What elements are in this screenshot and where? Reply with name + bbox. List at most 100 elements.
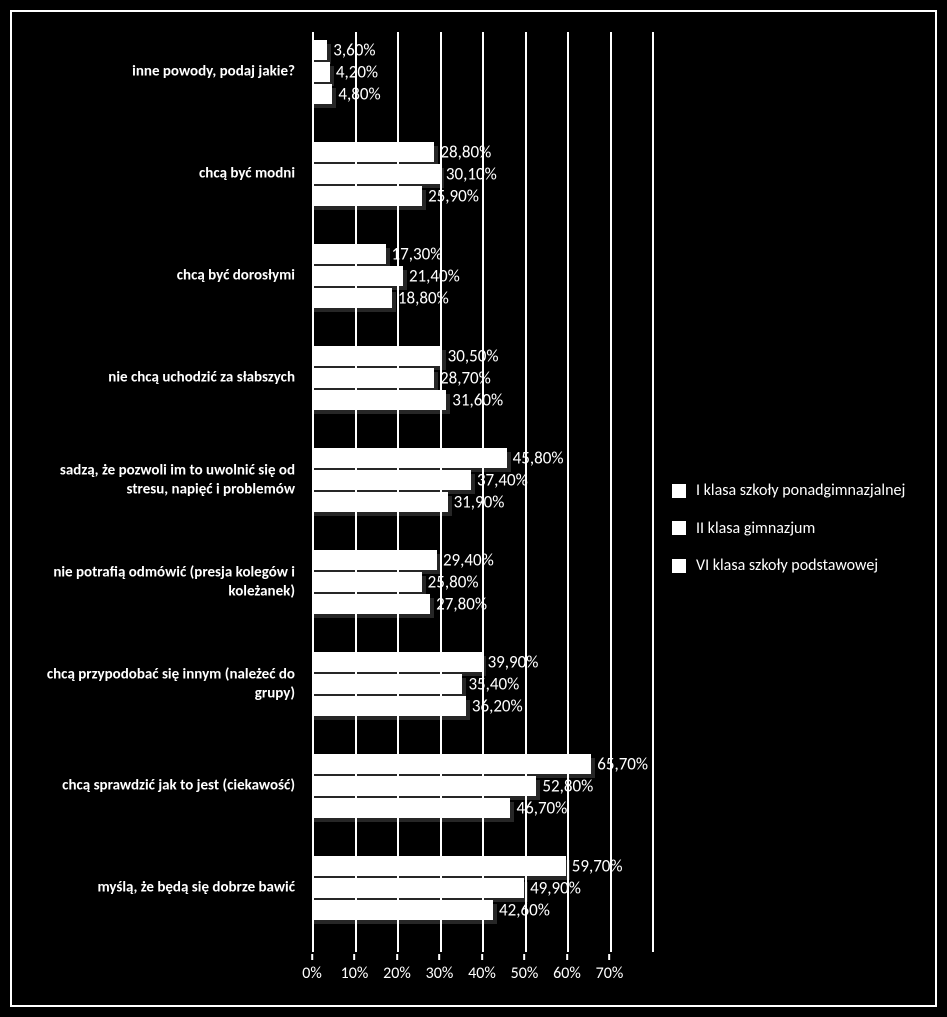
bar-fill: [312, 368, 434, 388]
x-tick: 30%: [426, 954, 454, 983]
bar-fill: [312, 448, 507, 468]
tick-mark-icon: [396, 954, 398, 960]
bar-value-label: 37,40%: [477, 470, 528, 491]
category-label: sadzą, że pozwoli im to uwolnić się od s…: [15, 461, 295, 499]
legend-item-podstawowa: VI klasa szkoły podstawowej: [672, 557, 932, 575]
bar-ponadgim: 59,70%: [312, 856, 566, 876]
category-label: chcą być dorosłymi: [15, 267, 295, 286]
legend-marker-icon: [672, 559, 686, 573]
bar-podstawowa: 46,70%: [312, 798, 510, 818]
legend: I klasa szkoły ponadgimnazjalnej II klas…: [672, 482, 932, 595]
bar-value-label: 39,90%: [488, 652, 539, 673]
bar-gimnazjum: 35,40%: [312, 674, 462, 694]
bar-value-label: 46,70%: [516, 798, 567, 819]
bar-fill: [312, 878, 524, 898]
bar-fill: [312, 390, 446, 410]
x-tick-label: 60%: [553, 964, 581, 983]
bar-podstawowa: 4,80%: [312, 84, 332, 104]
category-label: nie chcą uchodzić za słabszych: [15, 369, 295, 388]
legend-label: VI klasa szkoły podstawowej: [696, 557, 878, 575]
legend-item-ponadgim: I klasa szkoły ponadgimnazjalnej: [672, 482, 932, 500]
bar-fill: [312, 856, 566, 876]
bar-value-label: 42,60%: [499, 900, 550, 921]
bar-value-label: 17,30%: [392, 244, 443, 265]
bar-gimnazjum: 25,80%: [312, 572, 422, 592]
bar-fill: [312, 266, 403, 286]
bar-value-label: 27,80%: [436, 594, 487, 615]
bar-gimnazjum: 37,40%: [312, 470, 471, 490]
tick-mark-icon: [354, 954, 356, 960]
category-group: chcą sprawdzić jak to jest (ciekawość)65…: [312, 754, 652, 818]
tick-mark-icon: [311, 954, 313, 960]
bar-ponadgim: 39,90%: [312, 652, 482, 672]
x-tick: 20%: [383, 954, 411, 983]
category-group: inne powody, podaj jakie?3,60%4,20%4,80%: [312, 40, 652, 104]
category-group: nie chcą uchodzić za słabszych30,50%28,7…: [312, 346, 652, 410]
x-tick-label: 70%: [596, 964, 624, 983]
bar-ponadgim: 30,50%: [312, 346, 442, 366]
bar-fill: [312, 652, 482, 672]
legend-label: I klasa szkoły ponadgimnazjalnej: [696, 482, 905, 500]
bar-value-label: 52,80%: [542, 776, 593, 797]
bar-fill: [312, 798, 510, 818]
bar-value-label: 31,60%: [452, 390, 503, 411]
bar-fill: [312, 142, 434, 162]
x-tick-label: 20%: [383, 964, 411, 983]
bar-podstawowa: 36,20%: [312, 696, 466, 716]
plot-area: inne powody, podaj jakie?3,60%4,20%4,80%…: [312, 32, 652, 952]
x-tick-label: 40%: [468, 964, 496, 983]
bar-value-label: 28,80%: [440, 142, 491, 163]
x-axis: 0%10%20%30%40%50%60%70%: [312, 954, 732, 994]
category-group: chcą być dorosłymi17,30%21,40%18,80%: [312, 244, 652, 308]
x-tick: 60%: [553, 954, 581, 983]
bar-value-label: 28,70%: [440, 368, 491, 389]
bar-ponadgim: 28,80%: [312, 142, 434, 162]
bar-ponadgim: 45,80%: [312, 448, 507, 468]
bar-value-label: 4,80%: [338, 84, 380, 105]
bar-value-label: 49,90%: [530, 878, 581, 899]
tick-mark-icon: [481, 954, 483, 960]
x-tick: 10%: [341, 954, 369, 983]
x-tick: 0%: [302, 954, 322, 983]
category-group: nie potrafią odmówić (presja kolegów i k…: [312, 550, 652, 614]
tick-mark-icon: [609, 954, 611, 960]
x-tick-label: 0%: [302, 964, 322, 983]
bar-value-label: 25,90%: [428, 186, 479, 207]
legend-item-gimnazjum: II klasa gimnazjum: [672, 520, 932, 538]
bar-podstawowa: 31,90%: [312, 492, 448, 512]
bar-value-label: 59,70%: [572, 856, 623, 877]
bar-fill: [312, 900, 493, 920]
category-label: chcą sprawdzić jak to jest (ciekawość): [15, 777, 295, 796]
bar-value-label: 65,70%: [597, 754, 648, 775]
bar-value-label: 18,80%: [398, 288, 449, 309]
bar-fill: [312, 84, 332, 104]
category-label: chcą przypodobać się innym (należeć do g…: [15, 665, 295, 703]
bar-fill: [312, 62, 330, 82]
tick-mark-icon: [439, 954, 441, 960]
bar-fill: [312, 164, 440, 184]
bar-value-label: 31,90%: [454, 492, 505, 513]
x-tick-label: 50%: [511, 964, 539, 983]
bar-fill: [312, 346, 442, 366]
bar-fill: [312, 186, 422, 206]
bar-ponadgim: 65,70%: [312, 754, 591, 774]
bar-fill: [312, 470, 471, 490]
bar-podstawowa: 27,80%: [312, 594, 430, 614]
x-tick: 50%: [511, 954, 539, 983]
bar-fill: [312, 244, 386, 264]
bar-podstawowa: 31,60%: [312, 390, 446, 410]
bar-podstawowa: 42,60%: [312, 900, 493, 920]
bar-value-label: 25,80%: [428, 572, 479, 593]
gridline: [652, 32, 654, 952]
category-label: nie potrafią odmówić (presja kolegów i k…: [15, 563, 295, 601]
bar-fill: [312, 40, 327, 60]
bar-gimnazjum: 21,40%: [312, 266, 403, 286]
category-label: chcą być modni: [15, 165, 295, 184]
bar-gimnazjum: 28,70%: [312, 368, 434, 388]
bar-value-label: 36,20%: [472, 696, 523, 717]
bar-value-label: 30,50%: [448, 346, 499, 367]
chart-container: inne powody, podaj jakie?3,60%4,20%4,80%…: [10, 10, 937, 1007]
category-group: chcą przypodobać się innym (należeć do g…: [312, 652, 652, 716]
x-tick-label: 10%: [341, 964, 369, 983]
bar-fill: [312, 776, 536, 796]
